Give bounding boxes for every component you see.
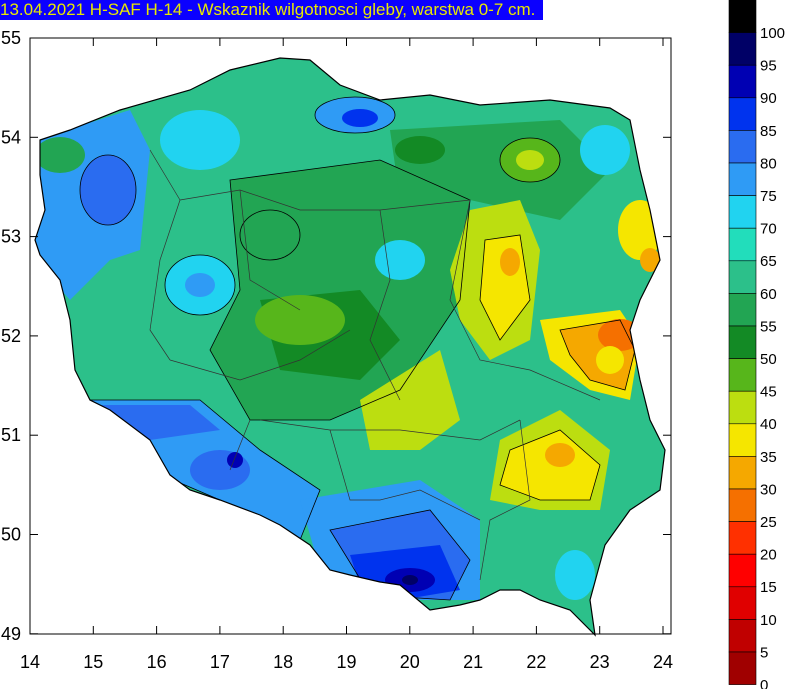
legend-label: 15: [760, 579, 777, 596]
x-tick: 14: [20, 38, 40, 672]
x-tick-label: 16: [147, 652, 167, 672]
legend-label: 45: [760, 384, 777, 401]
y-tick: 53: [1, 227, 671, 247]
x-tick-label: 21: [463, 652, 483, 672]
y-tick: 49: [1, 624, 671, 644]
legend-label: 55: [760, 318, 777, 335]
x-tick-label: 15: [83, 652, 103, 672]
x-tick: 24: [653, 38, 673, 672]
y-tick-label: 53: [1, 227, 21, 247]
legend-swatch: [728, 0, 757, 33]
x-tick: 17: [210, 38, 230, 672]
legend-swatch: [728, 195, 757, 229]
x-tick: 19: [336, 38, 357, 672]
legend-swatch: [728, 456, 757, 490]
x-tick-label: 14: [20, 652, 40, 672]
legend-label: 60: [760, 286, 777, 303]
legend-swatch: [728, 423, 757, 457]
y-tick-label: 54: [1, 127, 21, 147]
legend-swatch: [728, 293, 757, 327]
y-tick-label: 50: [1, 525, 21, 545]
legend-swatch: [728, 358, 757, 392]
y-tick: 50: [1, 525, 671, 545]
poland-contour-map: [34, 57, 666, 637]
legend-label: 75: [760, 188, 777, 205]
x-tick: 21: [463, 38, 483, 672]
legend-swatch: [728, 586, 757, 620]
legend-label: 50: [760, 351, 777, 368]
y-tick-label: 55: [1, 28, 21, 48]
x-tick-label: 22: [526, 652, 546, 672]
legend-swatch: [728, 130, 757, 164]
x-axis: 14 15 16 17 18 19 20 21 22 23 24: [20, 38, 673, 672]
y-tick-label: 49: [1, 624, 21, 644]
x-tick-label: 24: [653, 652, 673, 672]
legend-swatch: [728, 553, 757, 588]
legend-label: 100: [760, 25, 785, 42]
x-tick: 15: [83, 38, 103, 672]
legend-swatch: [728, 390, 757, 425]
legend-swatch: [728, 521, 757, 555]
legend-label: 35: [760, 449, 777, 466]
x-tick-label: 23: [590, 652, 610, 672]
legend-label: 30: [760, 481, 777, 498]
legend-swatch: [728, 260, 757, 294]
legend-label: 20: [760, 547, 777, 564]
legend-label: 80: [760, 155, 777, 172]
legend-swatch: [728, 97, 757, 131]
y-tick: 55: [1, 28, 671, 48]
y-tick: 51: [1, 425, 671, 445]
legend: 1009590858075706560555045403530252015105…: [728, 0, 785, 689]
x-tick: 22: [526, 38, 546, 672]
y-tick-label: 51: [1, 425, 21, 445]
y-tick-label: 52: [1, 326, 21, 346]
x-tick: 18: [273, 38, 293, 672]
map-title: 13.04.2021 H-SAF H-14 - Wskaznik wilgotn…: [0, 0, 544, 20]
x-tick: 20: [400, 38, 420, 672]
legend-label: 0: [760, 677, 768, 689]
legend-label: 90: [760, 90, 777, 107]
legend-swatch: [728, 651, 757, 685]
legend-label: 65: [760, 253, 777, 270]
legend-label: 5: [760, 644, 768, 661]
legend-swatch: [728, 227, 757, 262]
y-tick: 52: [1, 326, 671, 346]
x-tick: 23: [590, 38, 610, 672]
x-tick-label: 17: [210, 652, 230, 672]
legend-label: 40: [760, 416, 777, 433]
legend-label: 85: [760, 123, 777, 140]
legend-swatch: [728, 162, 757, 196]
legend-swatch: [728, 488, 757, 522]
x-tick-label: 20: [400, 652, 420, 672]
x-tick-label: 18: [273, 652, 293, 672]
legend-label: 10: [760, 612, 777, 629]
legend-swatch: [728, 32, 757, 66]
legend-swatch: [728, 325, 757, 359]
legend-swatch: [728, 64, 757, 99]
y-axis: 55 54 53 52 51 50 49: [1, 28, 671, 644]
x-tick: 16: [147, 38, 167, 672]
legend-label: 25: [760, 514, 777, 531]
x-tick-label: 19: [336, 652, 356, 672]
legend-swatch: [728, 619, 757, 653]
legend-label: 70: [760, 221, 777, 238]
y-tick: 54: [1, 127, 671, 147]
legend-label: 95: [760, 58, 777, 75]
